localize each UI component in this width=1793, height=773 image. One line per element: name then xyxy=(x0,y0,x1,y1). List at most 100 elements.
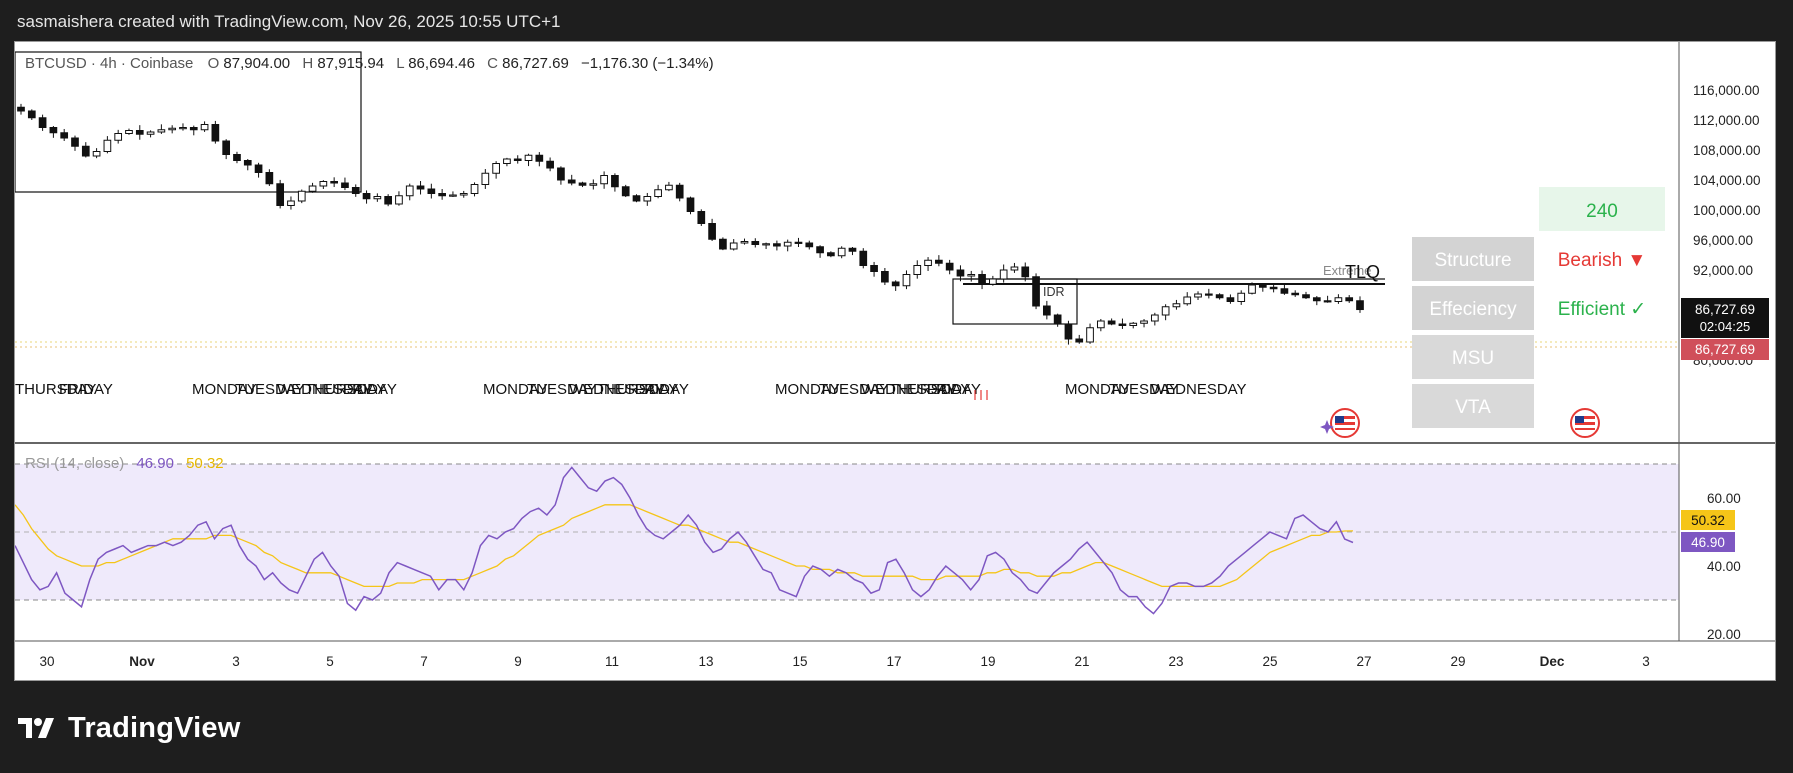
candle-body[interactable] xyxy=(395,195,403,205)
candle-body[interactable] xyxy=(783,241,792,247)
candle-body[interactable] xyxy=(38,117,47,128)
candle-body[interactable] xyxy=(319,181,328,187)
candle-body[interactable] xyxy=(686,197,695,212)
candle-body[interactable] xyxy=(384,196,392,205)
candle-body[interactable] xyxy=(427,188,436,194)
candle-body[interactable] xyxy=(1107,320,1116,325)
candle-body[interactable] xyxy=(157,129,166,133)
candle-body[interactable] xyxy=(1032,276,1040,307)
candle-body[interactable] xyxy=(546,160,554,169)
candle-body[interactable] xyxy=(265,172,274,185)
candle-body[interactable] xyxy=(1302,294,1310,299)
candle-body[interactable] xyxy=(665,184,673,191)
candle-body[interactable] xyxy=(1323,300,1332,303)
us-flag-icon-right[interactable] xyxy=(1570,408,1600,438)
candle-body[interactable] xyxy=(179,127,187,130)
candle-body[interactable] xyxy=(1053,314,1062,325)
candle-body[interactable] xyxy=(989,278,997,285)
candle-body[interactable] xyxy=(405,185,414,197)
candle-body[interactable] xyxy=(1172,303,1181,308)
candle-body[interactable] xyxy=(654,189,662,197)
candle-body[interactable] xyxy=(805,242,814,248)
candle-body[interactable] xyxy=(503,158,511,164)
candle-body[interactable] xyxy=(1194,293,1202,298)
candle-body[interactable] xyxy=(513,158,522,161)
candle-body[interactable] xyxy=(308,185,317,192)
candle-body[interactable] xyxy=(578,182,587,186)
candle-body[interactable] xyxy=(643,196,652,202)
candle-body[interactable] xyxy=(557,167,565,181)
candle-body[interactable] xyxy=(848,247,857,252)
candle-body[interactable] xyxy=(1021,266,1030,278)
candle-body[interactable] xyxy=(740,241,749,244)
sparkle-icon[interactable] xyxy=(1320,420,1334,434)
candle-body[interactable] xyxy=(1042,305,1051,316)
candle-body[interactable] xyxy=(362,193,371,200)
candle-body[interactable] xyxy=(92,151,101,157)
candle-body[interactable] xyxy=(103,139,112,152)
candle-body[interactable] xyxy=(589,183,598,186)
last-price-badge-box[interactable] xyxy=(1681,298,1769,338)
candle-body[interactable] xyxy=(956,269,965,277)
candle-body[interactable] xyxy=(1215,294,1224,299)
candle-body[interactable] xyxy=(708,223,716,240)
candle-body[interactable] xyxy=(1334,297,1343,302)
candle-body[interactable] xyxy=(794,241,803,244)
candle-body[interactable] xyxy=(1204,293,1213,296)
candle-body[interactable] xyxy=(773,243,781,247)
candle-body[interactable] xyxy=(416,185,425,190)
candle-body[interactable] xyxy=(719,238,727,250)
candle-body[interactable] xyxy=(1226,297,1235,302)
candle-body[interactable] xyxy=(27,110,36,119)
candles[interactable] xyxy=(17,103,1364,345)
candle-body[interactable] xyxy=(913,265,922,275)
candle-body[interactable] xyxy=(189,127,198,131)
candle-body[interactable] xyxy=(837,247,846,257)
candle-body[interactable] xyxy=(470,184,479,194)
candle-body[interactable] xyxy=(762,243,770,246)
candle-body[interactable] xyxy=(492,163,500,174)
candle-body[interactable] xyxy=(1161,306,1170,316)
last-price-badge-red[interactable] xyxy=(1681,339,1769,360)
candle-body[interactable] xyxy=(816,246,824,254)
candle-body[interactable] xyxy=(1140,320,1148,324)
candle-body[interactable] xyxy=(881,271,889,283)
candle-body[interactable] xyxy=(611,175,619,188)
candle-body[interactable] xyxy=(1129,322,1138,326)
event-marks-icon[interactable] xyxy=(974,390,988,400)
candle-body[interactable] xyxy=(114,133,123,141)
candle-body[interactable] xyxy=(459,193,468,196)
rsi-line[interactable] xyxy=(15,466,1354,615)
candle-body[interactable] xyxy=(1312,297,1321,302)
chart-frame[interactable]: IDR Extreme TLQ THURSDAY FRIDAY MONDAY TUES… xyxy=(14,41,1776,681)
candle-body[interactable] xyxy=(1064,323,1073,340)
candle-body[interactable] xyxy=(945,262,954,271)
candle-body[interactable] xyxy=(1118,323,1127,326)
candle-body[interactable] xyxy=(71,137,79,147)
candle-body[interactable] xyxy=(967,274,976,277)
candle-body[interactable] xyxy=(1269,286,1278,290)
candle-body[interactable] xyxy=(935,259,943,264)
candle-body[interactable] xyxy=(1096,320,1105,329)
candle-body[interactable] xyxy=(211,124,220,142)
candle-body[interactable] xyxy=(233,154,241,161)
candle-body[interactable] xyxy=(600,175,608,185)
candle-body[interactable] xyxy=(535,154,544,162)
premium-zone-box[interactable] xyxy=(15,51,362,193)
candle-body[interactable] xyxy=(1258,284,1267,288)
candle-body[interactable] xyxy=(1237,292,1246,302)
candle-body[interactable] xyxy=(632,195,641,202)
candle-body[interactable] xyxy=(146,131,155,135)
candle-body[interactable] xyxy=(675,184,684,199)
candle-body[interactable] xyxy=(17,106,25,112)
candle-body[interactable] xyxy=(81,145,90,157)
rsi-ma-line[interactable] xyxy=(15,504,1354,588)
candle-body[interactable] xyxy=(297,190,306,202)
candle-body[interactable] xyxy=(222,140,231,155)
candle-body[interactable] xyxy=(200,124,209,131)
candle-body[interactable] xyxy=(891,281,900,287)
candle-body[interactable] xyxy=(49,127,58,134)
candle-body[interactable] xyxy=(287,200,295,206)
candle-body[interactable] xyxy=(524,154,533,161)
